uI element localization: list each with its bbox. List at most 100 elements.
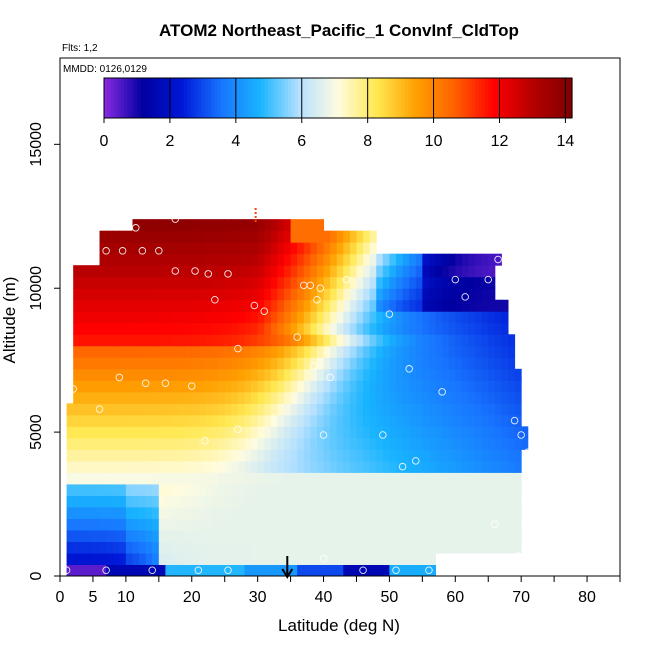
- heatmap-cell: [349, 426, 357, 439]
- heatmap-cell: [336, 299, 344, 312]
- heatmap-cell: [152, 552, 160, 565]
- heatmap-cell: [112, 368, 120, 381]
- heatmap-cell: [468, 483, 476, 496]
- heatmap-cell: [396, 380, 404, 393]
- heatmap-cell: [428, 265, 437, 278]
- heatmap-cell: [99, 437, 107, 450]
- heatmap-cell: [198, 230, 206, 243]
- heatmap-cell: [270, 242, 278, 255]
- heatmap-cell: [494, 529, 502, 542]
- heatmap-cell: [204, 495, 213, 508]
- heatmap-cell: [257, 253, 265, 266]
- heatmap-cell: [112, 564, 120, 577]
- heatmap-cell: [237, 276, 245, 289]
- colorbar-segment: [271, 78, 276, 118]
- heatmap-cell: [112, 437, 120, 450]
- heatmap-cell: [172, 426, 180, 439]
- heatmap-cell: [86, 357, 94, 370]
- heatmap-cell: [257, 288, 265, 301]
- heatmap-cell: [488, 253, 496, 266]
- heatmap-cell: [284, 506, 292, 519]
- heatmap-cell: [363, 391, 371, 404]
- heatmap-cell: [284, 414, 292, 427]
- heatmap-cell: [112, 345, 120, 358]
- heatmap-cell: [428, 483, 437, 496]
- heatmap-field: [66, 219, 529, 577]
- heatmap-cell: [165, 322, 173, 335]
- heatmap-cell: [316, 495, 325, 508]
- heatmap-cell: [488, 380, 496, 393]
- heatmap-cell: [494, 311, 502, 324]
- heatmap-cell: [185, 345, 193, 358]
- heatmap-cell: [158, 529, 166, 542]
- heatmap-cell: [237, 253, 245, 266]
- heatmap-cell: [369, 541, 377, 554]
- heatmap-cell: [92, 437, 101, 450]
- heatmap-cell: [488, 472, 496, 485]
- heatmap-cell: [343, 437, 351, 450]
- heatmap-cell: [310, 322, 318, 335]
- heatmap-cell: [73, 518, 81, 531]
- heatmap-cell: [66, 506, 74, 519]
- sample-point: [425, 566, 433, 574]
- heatmap-cell: [316, 311, 325, 324]
- heatmap-cell: [158, 483, 166, 496]
- heatmap-cell: [66, 426, 74, 439]
- heatmap-cell: [448, 265, 456, 278]
- heatmap-cell: [257, 495, 265, 508]
- heatmap-cell: [382, 299, 390, 312]
- heatmap-cell: [349, 449, 357, 462]
- heatmap-cell: [132, 368, 140, 381]
- heatmap-cell: [139, 391, 147, 404]
- heatmap-cell: [330, 230, 338, 243]
- sample-point: [524, 448, 532, 457]
- heatmap-cell: [336, 322, 344, 335]
- heatmap-cell: [303, 368, 311, 381]
- heatmap-cell: [310, 564, 318, 577]
- heatmap-cell: [211, 311, 219, 324]
- heatmap-cell: [514, 437, 522, 450]
- heatmap-cell: [139, 460, 147, 473]
- heatmap-cell: [508, 449, 516, 462]
- heatmap-cell: [277, 460, 285, 473]
- heatmap-cell: [461, 426, 469, 439]
- heatmap-cell: [224, 518, 232, 531]
- heatmap-cell: [409, 380, 417, 393]
- heatmap-cell: [86, 552, 94, 565]
- heatmap-cell: [303, 403, 311, 416]
- heatmap-cell: [481, 288, 489, 301]
- heatmap-cell: [178, 299, 186, 312]
- colorbar-segment: [180, 78, 185, 118]
- heatmap-cell: [435, 426, 443, 439]
- sample-point: [204, 270, 212, 278]
- heatmap-cell: [251, 552, 259, 565]
- colorbar-segment: [391, 78, 396, 118]
- heatmap-cell: [284, 518, 292, 531]
- heatmap-cell: [415, 288, 423, 301]
- heatmap-cell: [277, 265, 285, 278]
- heatmap-cell: [521, 437, 529, 450]
- heatmap-cell: [435, 299, 443, 312]
- heatmap-cell: [442, 334, 450, 347]
- heatmap-cell: [191, 449, 199, 462]
- heatmap-cell: [343, 518, 351, 531]
- heatmap-cell: [501, 322, 509, 335]
- heatmap-cell: [343, 230, 351, 243]
- heatmap-cell: [257, 564, 265, 577]
- heatmap-cell: [369, 495, 377, 508]
- sample-point: [188, 382, 196, 390]
- heatmap-cell: [132, 391, 140, 404]
- heatmap-cell: [231, 368, 239, 381]
- heatmap-cell: [336, 380, 344, 393]
- heatmap-cell: [428, 322, 437, 335]
- heatmap-cell: [79, 368, 87, 381]
- heatmap-cell: [435, 380, 443, 393]
- heatmap-cell: [244, 345, 252, 358]
- heatmap-cell: [376, 357, 384, 370]
- heatmap-cell: [284, 322, 292, 335]
- heatmap-cell: [112, 265, 120, 278]
- colorbar-segment: [244, 78, 249, 118]
- heatmap-cell: [211, 506, 219, 519]
- heatmap-cell: [396, 276, 404, 289]
- heatmap-cell: [172, 357, 180, 370]
